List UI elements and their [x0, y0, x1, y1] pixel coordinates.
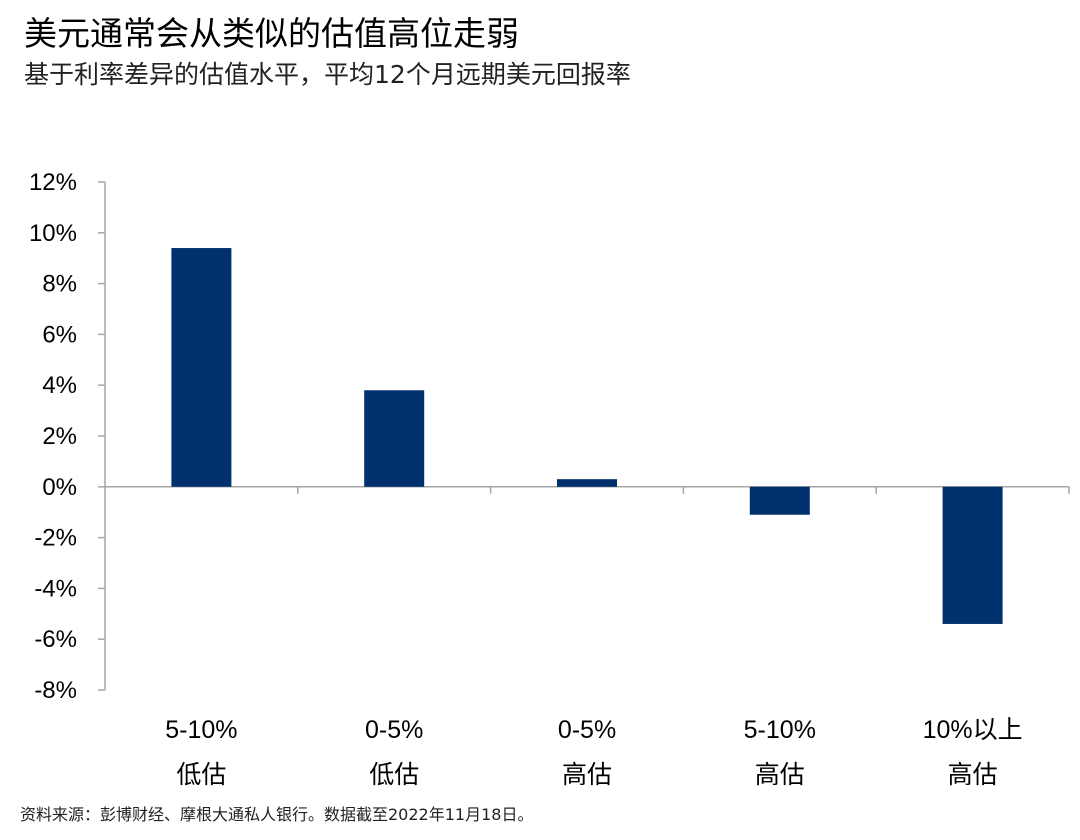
bar [171, 248, 232, 487]
y-tick-label: -6% [34, 626, 77, 653]
y-tick-label: 2% [42, 423, 77, 450]
x-category-label: 0-5% [365, 716, 423, 744]
x-category-label: 0-5% [558, 716, 616, 744]
bar [749, 486, 810, 515]
x-category-label: 高估 [948, 761, 998, 789]
y-tick-label: 0% [42, 474, 77, 501]
x-category-label: 5-10% [744, 716, 816, 744]
y-tick-label: 12% [29, 169, 77, 196]
x-category-label: 10%以上 [923, 716, 1023, 744]
x-category-label: 5-10% [165, 716, 237, 744]
y-tick-label: 6% [42, 321, 77, 348]
chart-title: 美元通常会从类似的估值高位走弱 [24, 14, 519, 53]
bar [557, 479, 617, 487]
x-category-label: 高估 [562, 761, 612, 789]
source-note: 资料来源：彭博财经、摩根大通私人银行。数据截至2022年11月18日。 [20, 805, 534, 824]
x-category-label: 高估 [755, 761, 805, 789]
y-tick-label: -4% [34, 575, 77, 602]
chart-subtitle: 基于利率差异的估值水平，平均12个月远期美元回报率 [24, 60, 631, 89]
bar [942, 486, 1003, 624]
x-category-label: 低估 [369, 761, 419, 789]
y-tick-label: 10% [29, 220, 77, 247]
y-tick-label: -2% [34, 525, 77, 552]
x-category-label: 低估 [176, 761, 226, 789]
y-tick-label: -8% [34, 677, 77, 704]
y-tick-label: 4% [42, 372, 77, 399]
y-tick-label: 8% [42, 271, 77, 298]
bar-chart: 12% 10% 8% 6% 4% 2% 0% -2% -4% -6% -8% 5-10% 低估 0-5% 低… [29, 169, 1070, 789]
bar [364, 390, 425, 487]
